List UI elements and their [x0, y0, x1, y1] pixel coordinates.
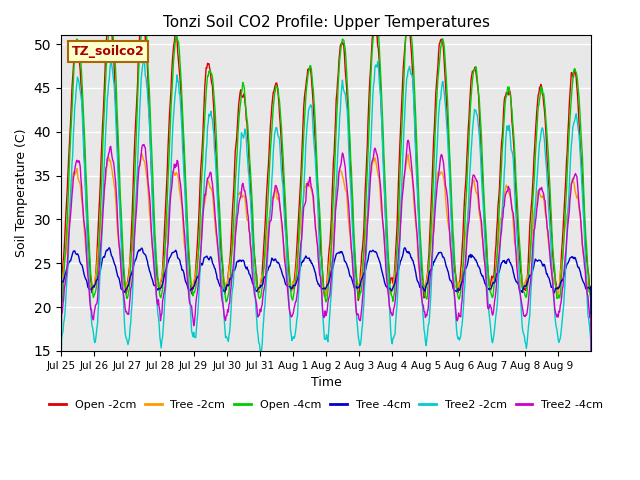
Y-axis label: Soil Temperature (C): Soil Temperature (C) — [15, 129, 28, 257]
Title: Tonzi Soil CO2 Profile: Upper Temperatures: Tonzi Soil CO2 Profile: Upper Temperatur… — [163, 15, 490, 30]
X-axis label: Time: Time — [311, 376, 342, 389]
Legend: Open -2cm, Tree -2cm, Open -4cm, Tree -4cm, Tree2 -2cm, Tree2 -4cm: Open -2cm, Tree -2cm, Open -4cm, Tree -4… — [45, 396, 608, 415]
Text: TZ_soilco2: TZ_soilco2 — [72, 45, 144, 58]
